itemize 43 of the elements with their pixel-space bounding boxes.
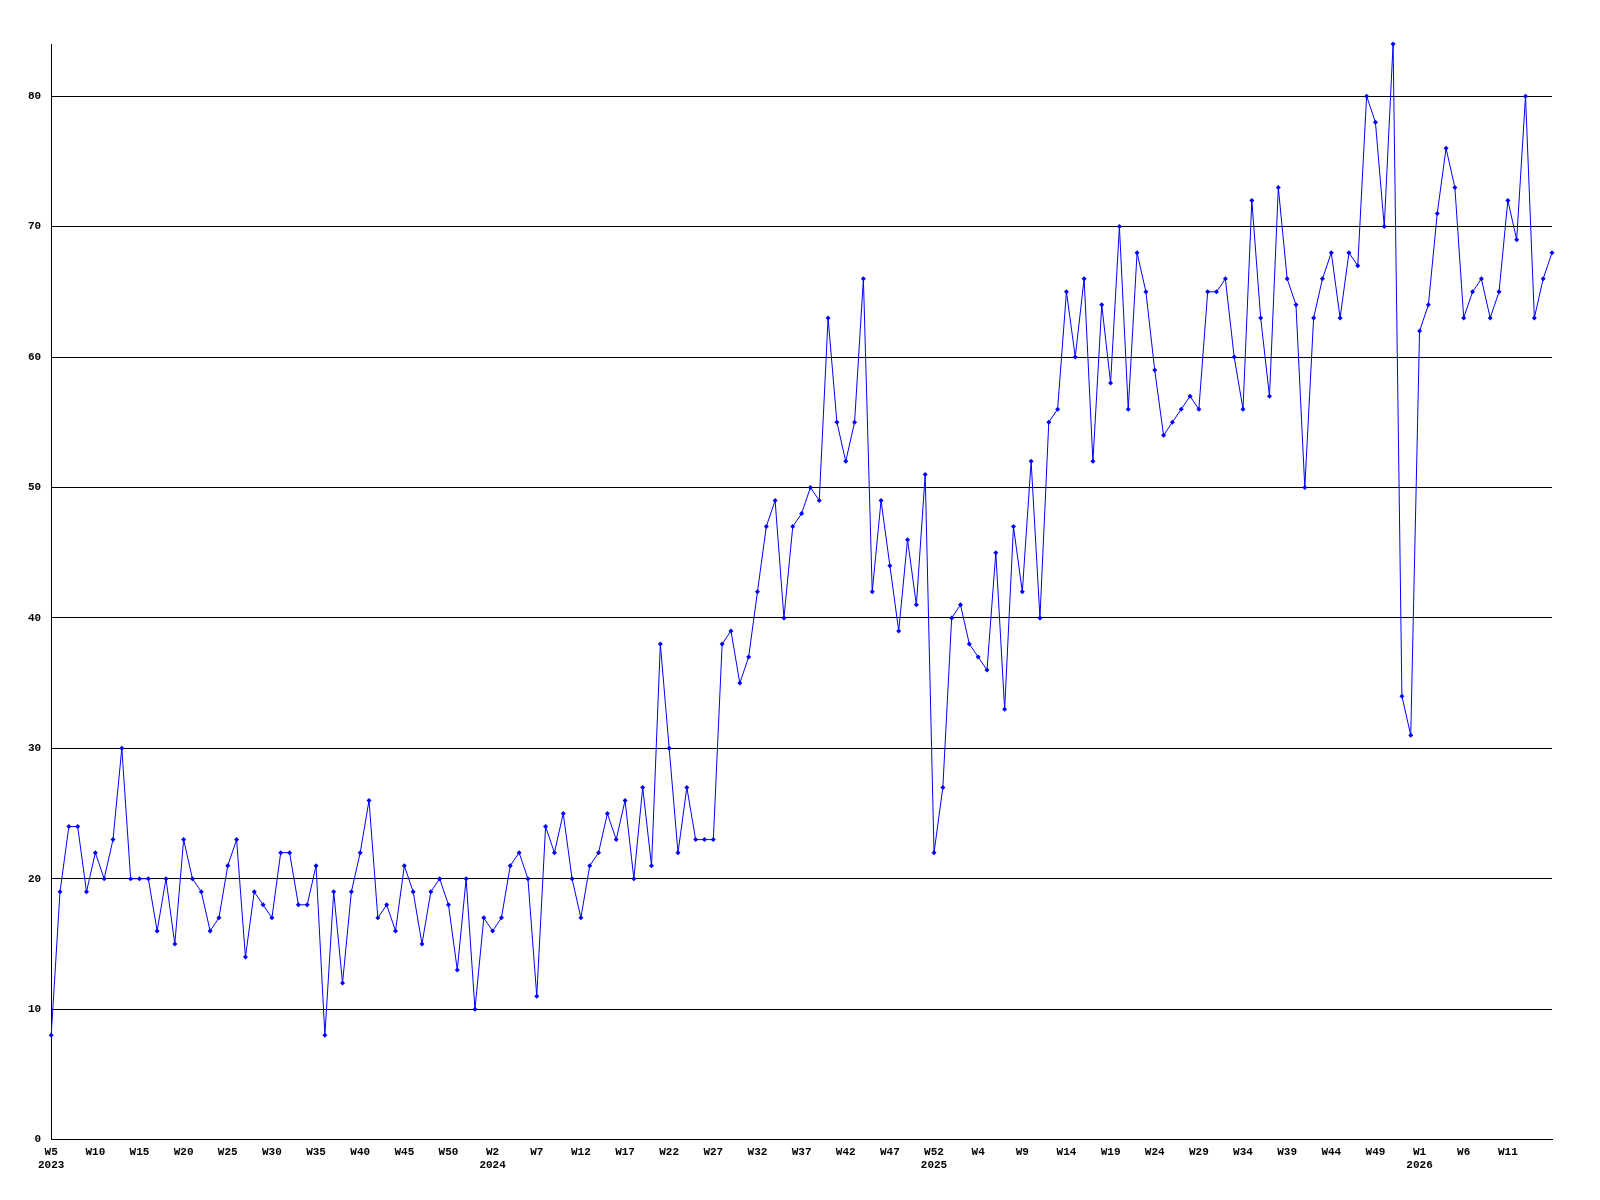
x-tick-label: W10 [85, 1145, 106, 1158]
y-tick-label: 50 [28, 481, 42, 494]
x-tick-label: W39 [1277, 1145, 1298, 1158]
x-tick-label: W35 [306, 1145, 327, 1158]
y-tick-label: 30 [28, 742, 42, 755]
x-tick-label: W29 [1188, 1145, 1209, 1158]
x-tick-label: W14 [1056, 1145, 1077, 1158]
x-tick-label: W15 [129, 1145, 150, 1158]
x-tick-label: W24 [1144, 1145, 1166, 1158]
x-tick-label: W32 [747, 1145, 768, 1158]
x-tick-label: W49 [1365, 1145, 1386, 1158]
x-tick-label: W44 [1321, 1145, 1342, 1158]
y-tick-label: 0 [34, 1133, 42, 1146]
x-tick-label: W11 [1497, 1145, 1519, 1158]
y-tick-label: 80 [28, 89, 42, 102]
x-tick-label: W9 [1015, 1145, 1029, 1158]
x-tick-label: W2 2024 [479, 1145, 507, 1172]
x-tick-label: W40 [350, 1145, 371, 1158]
x-tick-label: W52 2025 [920, 1145, 948, 1172]
x-tick-label: W6 [1457, 1145, 1471, 1158]
y-tick-label: 10 [28, 1002, 42, 1015]
y-tick-label: 40 [28, 611, 42, 624]
x-tick-label: W7 [530, 1145, 544, 1158]
x-tick-label: W1 2026 [1406, 1145, 1433, 1172]
x-tick-label: W20 [173, 1145, 194, 1158]
y-tick-label: 20 [28, 872, 42, 885]
x-tick-label: W30 [262, 1145, 282, 1158]
x-tick-label: W4 [971, 1145, 986, 1158]
x-tick-label: W45 [394, 1145, 415, 1158]
x-tick-label: W12 [570, 1145, 591, 1158]
x-tick-label: W27 [703, 1145, 724, 1158]
x-tick-label: W5 2023 [38, 1145, 65, 1172]
x-tick-label: W19 [1100, 1145, 1121, 1158]
y-tick-label: 70 [28, 220, 42, 233]
x-tick-label: W25 [217, 1145, 239, 1158]
x-tick-label: W50 [438, 1145, 459, 1158]
x-tick-label: W42 [835, 1145, 856, 1158]
y-tick-label: 60 [28, 350, 42, 363]
x-tick-label: W17 [615, 1145, 635, 1158]
x-tick-label: W34 [1233, 1145, 1254, 1158]
x-tick-label: W37 [791, 1145, 812, 1158]
x-tick-label: W47 [879, 1145, 900, 1158]
x-tick-label: W22 [659, 1145, 680, 1158]
